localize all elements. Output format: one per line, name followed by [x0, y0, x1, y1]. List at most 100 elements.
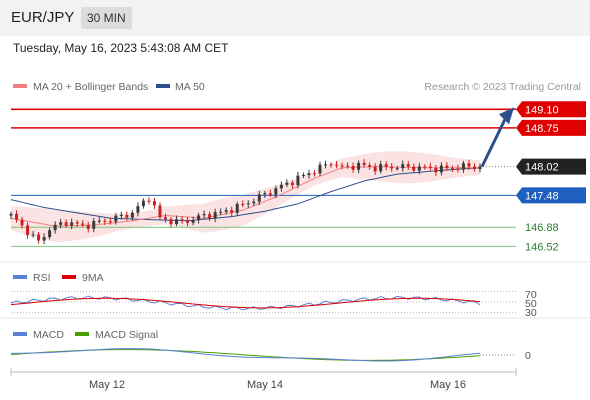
candle-body: [86, 224, 90, 229]
price-panel: [9, 107, 516, 247]
candle-body: [20, 219, 24, 226]
macd-legend-label: MACD: [33, 329, 64, 341]
candle-body: [230, 210, 234, 213]
candle-body: [252, 201, 256, 204]
resistance-level-label: 149.10: [525, 104, 559, 116]
candle-body: [373, 166, 377, 172]
support-level-label: 146.52: [525, 241, 559, 253]
candle-body: [395, 168, 399, 170]
projection-arrow-head: [499, 107, 514, 125]
candle-body: [406, 164, 410, 167]
macd-signal-legend-label: MACD Signal: [95, 329, 158, 341]
macd-line: [10, 348, 481, 362]
candle-body: [42, 237, 46, 241]
macd-legend-swatch: [13, 332, 27, 336]
rsi-lines: [10, 290, 516, 314]
macd-signal-line: [10, 349, 481, 361]
candle-body: [428, 166, 432, 168]
macd-signal-legend-swatch: [75, 332, 89, 336]
rsi-line: [10, 295, 481, 311]
candle-body: [329, 164, 333, 166]
candle-body: [318, 164, 322, 174]
projection-arrow-shaft: [480, 118, 507, 168]
candle-body: [59, 222, 63, 225]
bollinger-band: [11, 151, 480, 243]
macd-lines: [10, 348, 516, 362]
ma20-legend-label: MA 20 + Bollinger Bands: [33, 81, 148, 93]
ma20-legend-swatch: [13, 84, 27, 88]
rsi-ma-legend-swatch: [62, 275, 76, 279]
candle-body: [439, 165, 443, 173]
x-tick-label: May 14: [247, 379, 283, 391]
candle-body: [401, 164, 405, 169]
macd-panel: MACD MACD Signal 0: [10, 329, 531, 362]
credit-text: Research © 2023 Trading Central: [424, 81, 581, 93]
candle-body: [15, 213, 19, 220]
candle-body: [197, 215, 201, 221]
candle-body: [461, 163, 465, 170]
x-tick-label: May 16: [430, 379, 466, 391]
resistance-level-tag: [516, 101, 586, 118]
candle-body: [268, 193, 272, 195]
candle-body: [53, 224, 57, 231]
x-axis: May 12 May 14 May 16: [10, 368, 517, 391]
candle-body: [70, 222, 74, 226]
candle-body: [235, 203, 239, 213]
x-tick-label: May 12: [89, 379, 125, 391]
candle-body: [103, 220, 107, 222]
candle-body: [450, 167, 454, 169]
last-level-label: 148.02: [525, 162, 559, 174]
candle-body: [368, 165, 372, 167]
ma50-legend-label: MA 50: [175, 81, 205, 93]
candle-body: [64, 222, 68, 226]
pivot-level-tag: [516, 187, 586, 204]
candle-body: [346, 165, 350, 167]
candle-body: [296, 175, 300, 186]
candle-body: [136, 206, 140, 213]
candle-body: [224, 210, 228, 212]
candle-body: [141, 200, 145, 207]
ma50-legend-swatch: [156, 84, 170, 88]
rsi-legend-swatch: [13, 275, 27, 279]
candle-body: [445, 165, 449, 168]
candle-body: [467, 163, 471, 167]
resistance-level-tag: [516, 119, 586, 136]
candle-body: [434, 167, 438, 173]
candle-body: [158, 205, 162, 218]
candle-body: [279, 184, 283, 189]
candle-body: [9, 213, 13, 216]
rsi-ma-line: [10, 297, 481, 309]
last-level-tag: [516, 158, 586, 175]
timeframe-badge[interactable]: 30 MIN: [81, 7, 132, 29]
candle-body: [152, 201, 156, 206]
ma50-line: [10, 167, 481, 222]
level-labels: 149.10 148.75 148.02 147.48 146.88 146.52: [516, 101, 586, 253]
timestamp: Tuesday, May 16, 2023 5:43:08 AM CET: [13, 41, 229, 55]
support-level-label: 146.88: [525, 222, 559, 234]
candle-body: [202, 214, 206, 216]
resistance-level-label: 148.75: [525, 123, 559, 135]
rsi-tick-70: 70: [525, 289, 537, 301]
candle-body: [335, 164, 339, 166]
candle-body: [81, 223, 85, 225]
candle-body: [417, 166, 421, 171]
candle-body: [175, 219, 179, 225]
candle-body: [163, 217, 167, 220]
rsi-panel: RSI 9MA 70 50 30: [10, 272, 537, 319]
candle-body: [241, 203, 245, 205]
candle-body: [147, 200, 151, 202]
candle-body: [362, 162, 366, 166]
main-legend: MA 20 + Bollinger Bands MA 50 Research ©…: [13, 81, 581, 93]
candle-body: [186, 220, 190, 223]
candle-body: [301, 174, 305, 176]
macd-tick-0: 0: [525, 350, 531, 362]
candle-body: [456, 168, 460, 170]
candle-body: [390, 166, 394, 169]
pair-title: EUR/JPY: [11, 9, 75, 26]
candle-body: [180, 219, 184, 221]
candle-body: [97, 220, 101, 222]
rsi-ma-legend-label: 9MA: [82, 272, 104, 284]
candle-body: [31, 234, 35, 236]
